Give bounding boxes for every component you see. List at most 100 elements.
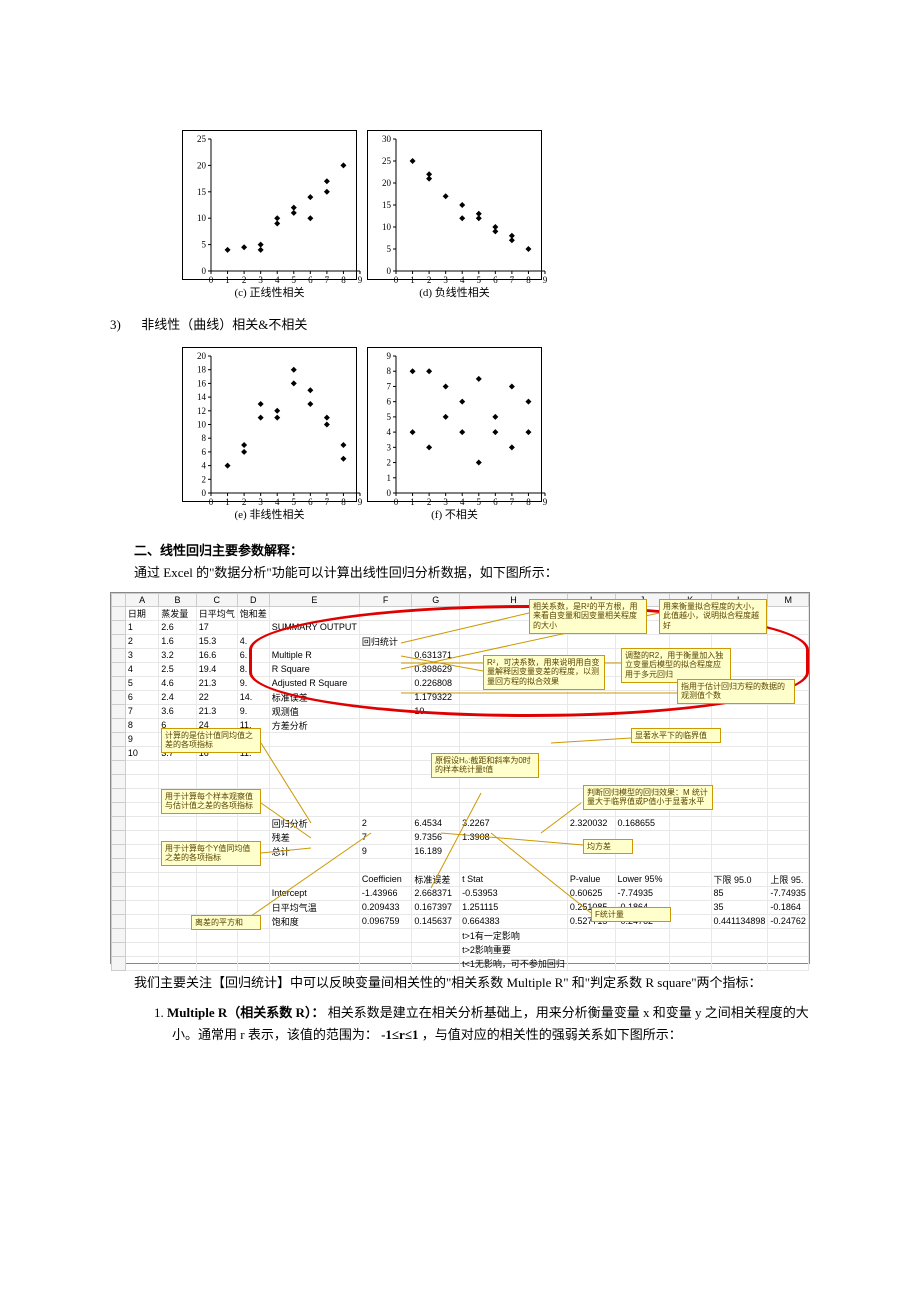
svg-text:1: 1 xyxy=(410,497,415,507)
closing-item-bold: Multiple R（相关系数 R）： xyxy=(167,1005,324,1020)
svg-text:3: 3 xyxy=(258,497,263,507)
svg-text:0: 0 xyxy=(202,266,207,276)
svg-text:14: 14 xyxy=(197,392,207,402)
svg-text:30: 30 xyxy=(382,135,392,144)
svg-text:2: 2 xyxy=(202,474,207,484)
svg-text:5: 5 xyxy=(477,497,482,507)
svg-text:2: 2 xyxy=(427,497,432,507)
svg-text:9: 9 xyxy=(543,275,548,285)
svg-text:6: 6 xyxy=(308,275,313,285)
svg-text:0: 0 xyxy=(394,497,399,507)
chart-f-caption: (f) 不相关 xyxy=(431,506,478,522)
closing-item-num: 1. xyxy=(154,1005,164,1020)
note-ss: 离差的平方和 xyxy=(191,915,261,931)
svg-text:1: 1 xyxy=(387,473,392,483)
excel-screenshot: ABCDEFGHIJKLM日期蒸发量日平均气饱和差12.617SUMMARY O… xyxy=(110,592,810,964)
svg-text:8: 8 xyxy=(387,366,392,376)
svg-text:4: 4 xyxy=(387,427,392,437)
svg-text:9: 9 xyxy=(358,497,363,507)
svg-text:7: 7 xyxy=(325,497,330,507)
svg-text:6: 6 xyxy=(493,275,498,285)
svg-text:6: 6 xyxy=(387,397,392,407)
svg-text:16: 16 xyxy=(197,378,207,388)
note-est-mean: 计算的是估计值同均值之差的各项指标 xyxy=(161,728,261,753)
svg-text:20: 20 xyxy=(197,160,207,170)
svg-text:7: 7 xyxy=(387,381,392,391)
svg-text:0: 0 xyxy=(209,275,214,285)
note-corr-coef: 相关系数，是R²的平方根，用来看自变量和因变量相关程度的大小 xyxy=(529,599,647,634)
svg-text:25: 25 xyxy=(382,156,392,166)
svg-text:1: 1 xyxy=(225,275,230,285)
svg-text:0: 0 xyxy=(387,488,392,498)
svg-text:15: 15 xyxy=(197,187,207,197)
svg-text:12: 12 xyxy=(197,406,206,416)
section-2-heading: 二、线性回归主要参数解释： xyxy=(134,540,810,559)
closing-item-bold2: -1≤r≤1 xyxy=(381,1027,418,1042)
svg-text:8: 8 xyxy=(526,275,531,285)
chart-e-caption: (e) 非线性相关 xyxy=(235,506,305,522)
svg-text:15: 15 xyxy=(382,200,392,210)
svg-text:6: 6 xyxy=(308,497,313,507)
note-y-mean: 用于计算每个Y值同均值之差的各项指标 xyxy=(161,841,261,866)
svg-text:5: 5 xyxy=(387,412,392,422)
svg-text:0: 0 xyxy=(202,488,207,498)
svg-text:0: 0 xyxy=(387,266,392,276)
svg-text:5: 5 xyxy=(202,240,207,250)
section-2-intro: 通过 Excel 的"数据分析"功能可以计算出线性回归分析数据，如下图所示： xyxy=(134,563,810,584)
svg-text:10: 10 xyxy=(197,420,207,430)
chart-d-col: 0510152025300123456789 (d) 负线性相关 xyxy=(367,130,542,300)
svg-text:2: 2 xyxy=(242,497,247,507)
note-h0: 原假设H₀:截距和斜率为0时的样本统计量t值 xyxy=(431,753,539,778)
svg-text:9: 9 xyxy=(358,275,363,285)
svg-text:2: 2 xyxy=(387,458,392,468)
svg-text:25: 25 xyxy=(197,135,207,144)
note-sample-est: 用于计算每个样本观察值与估计值之差的各项指标 xyxy=(161,789,261,814)
note-crit: 显著水平下的临界值 xyxy=(631,728,721,744)
svg-text:5: 5 xyxy=(292,275,297,285)
svg-text:4: 4 xyxy=(275,275,280,285)
svg-text:6: 6 xyxy=(493,497,498,507)
chart-c-col: 05101520250123456789 (c) 正线性相关 xyxy=(182,130,357,300)
closing-item-1: 1. Multiple R（相关系数 R）： 相关系数是建立在相关分析基础上，用… xyxy=(154,1002,810,1046)
svg-text:8: 8 xyxy=(526,497,531,507)
svg-text:9: 9 xyxy=(387,352,392,361)
charts-row-bottom: 024681012141618200123456789 (e) 非线性相关 01… xyxy=(182,347,810,522)
svg-text:5: 5 xyxy=(292,497,297,507)
note-adj-r2: 调整的R2，用于衡量加入独立变量后模型的拟合程度应用于多元回归 xyxy=(621,648,731,683)
svg-text:3: 3 xyxy=(258,275,263,285)
chart-f-col: 01234567890123456789 (f) 不相关 xyxy=(367,347,542,522)
svg-text:3: 3 xyxy=(443,275,448,285)
svg-text:4: 4 xyxy=(275,497,280,507)
svg-text:7: 7 xyxy=(510,275,515,285)
chart-c: 05101520250123456789 xyxy=(182,130,357,280)
svg-text:7: 7 xyxy=(325,275,330,285)
svg-text:18: 18 xyxy=(197,365,207,375)
svg-text:10: 10 xyxy=(382,222,392,232)
svg-text:4: 4 xyxy=(460,275,465,285)
closing-para-1: 我们主要关注【回归统计】中可以反映变量间相关性的"相关系数 Multiple R… xyxy=(134,972,810,994)
chart-e-col: 024681012141618200123456789 (e) 非线性相关 xyxy=(182,347,357,522)
list-item-3-text: 非线性（曲线）相关&不相关 xyxy=(141,317,307,332)
svg-text:8: 8 xyxy=(341,497,346,507)
svg-text:0: 0 xyxy=(209,497,214,507)
svg-text:10: 10 xyxy=(197,213,207,223)
note-r2: R²，可决系数，用来说明用自变量解释因变量变差的程度，以测量回方程的拟合效果 xyxy=(483,655,605,690)
svg-text:3: 3 xyxy=(443,497,448,507)
charts-row-top: 05101520250123456789 (c) 正线性相关 051015202… xyxy=(182,130,810,300)
svg-text:4: 4 xyxy=(202,461,207,471)
chart-e: 024681012141618200123456789 xyxy=(182,347,357,502)
svg-text:3: 3 xyxy=(387,442,392,452)
svg-text:7: 7 xyxy=(510,497,515,507)
closing-item-rest2: ，与值对应的相关性的强弱关系如下图所示： xyxy=(422,1027,682,1042)
note-fstat: F统计量 xyxy=(591,907,671,923)
svg-text:2: 2 xyxy=(242,275,247,285)
note-obs: 指用于估计回归方程的数据的观测值个数 xyxy=(677,679,795,704)
svg-text:5: 5 xyxy=(387,244,392,254)
svg-text:20: 20 xyxy=(382,178,392,188)
chart-f: 01234567890123456789 xyxy=(367,347,542,502)
svg-text:4: 4 xyxy=(460,497,465,507)
svg-text:6: 6 xyxy=(202,447,207,457)
svg-text:5: 5 xyxy=(477,275,482,285)
list-item-3-num: 3) xyxy=(110,317,138,333)
note-judge: 判断回归模型的回归效果：M 统计量大于临界值或P值小于显著水平 xyxy=(583,785,713,810)
